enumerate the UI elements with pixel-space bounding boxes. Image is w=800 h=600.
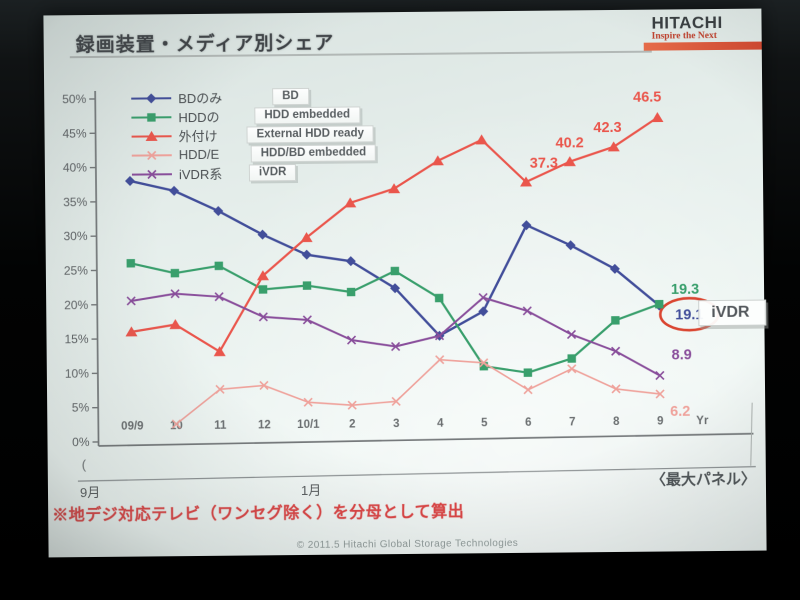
series-ivdr: 8.9 [126,289,692,381]
legend-label-jp: 外付け [178,128,218,145]
legend-marker-icon [131,92,172,103]
svg-text:42.3: 42.3 [593,120,621,136]
svg-text:15%: 15% [64,332,88,346]
legend-marker-icon [131,150,172,160]
svg-text:12: 12 [258,419,271,431]
svg-text:7: 7 [569,416,576,428]
svg-text:10: 10 [170,420,183,432]
slide-title: 録画装置・メディア別シェア [75,32,335,57]
svg-text:(: ( [82,457,87,472]
legend-marker-icon [131,130,172,141]
svg-text:46.5: 46.5 [633,90,661,106]
svg-text:25%: 25% [64,264,88,278]
hitachi-wordmark: HITACHI [651,12,723,33]
legend-item: 外付け External HDD ready [130,124,376,145]
svg-text:40%: 40% [63,161,87,175]
svg-text:0%: 0% [72,435,90,449]
legend-label-en: HDD embedded [254,106,361,125]
series-hdd-embedded: 19.3 [126,259,699,377]
svg-text:8: 8 [613,416,620,428]
svg-text:9: 9 [657,416,664,428]
svg-text:35%: 35% [63,195,87,209]
svg-text:19.1: 19.1 [675,307,703,323]
svg-text:6: 6 [525,417,532,429]
hitachi-logo: HITACHI Inspire the Next [651,12,723,42]
svg-text:5: 5 [481,417,488,429]
ivdr-callout: iVDR [698,299,767,327]
header-accent-bar [643,41,762,51]
legend-marker-icon [131,112,172,122]
hitachi-tagline: Inspire the Next [651,30,717,42]
legend-item: BDのみ BD [130,86,376,107]
legend-label-en: iVDR [248,164,297,182]
svg-text:45%: 45% [62,126,86,140]
svg-text:2: 2 [349,418,356,430]
svg-text:6.2: 6.2 [670,404,690,420]
legend-item: HDDの HDD embedded [130,105,376,126]
chart-legend: BDのみ BD HDDの HDD embedded 外付け External HDD re… [130,86,377,183]
legend-label-en: BD [272,87,309,106]
svg-text:50%: 50% [62,92,86,106]
svg-text:1月: 1月 [301,483,321,498]
series-external-hdd-ready: 37.3 40.2 42.3 46.5 [125,90,664,357]
legend-label-jp: iVDR系 [178,166,223,183]
series-hdd-bd-embedded: 6.2 [171,355,690,429]
legend-item: HDD/E HDD/BD embedded [131,143,377,164]
footnote: ※地デジ対応テレビ（ワンセグ除く）を分母として算出 [52,503,465,525]
svg-text:10/1: 10/1 [297,419,320,431]
series-bd: 19.1 [125,175,720,341]
legend-label-en: External HDD ready [246,125,375,144]
svg-text:10%: 10% [65,366,89,380]
svg-text:4: 4 [437,418,444,430]
legend-marker-icon [131,169,172,179]
projected-slide: 録画装置・メディア別シェア HITACHI Inspire the Next 0… [43,8,767,558]
svg-text:Yr: Yr [696,415,709,427]
svg-text:9月: 9月 [80,485,100,500]
svg-text:8.9: 8.9 [672,347,692,363]
copyright: © 2011.5 Hitachi Global Storage Technolo… [296,537,519,552]
legend-item: iVDR系 iVDR [131,162,377,183]
svg-text:40.2: 40.2 [555,136,583,152]
legend-label-jp: HDDの [178,109,220,126]
svg-text:09/9: 09/9 [121,421,144,433]
svg-text:20%: 20% [64,298,88,312]
panel-note: 〈最大パネル〉 [650,470,756,489]
legend-label-en: HDD/BD embedded [250,144,377,163]
svg-text:37.3: 37.3 [530,156,558,172]
svg-text:5%: 5% [72,401,90,415]
svg-text:30%: 30% [63,229,87,243]
legend-label-jp: BDのみ [178,90,223,107]
svg-text:19.3: 19.3 [671,282,699,298]
legend-label-jp: HDD/E [178,146,220,163]
svg-text:3: 3 [393,418,400,430]
svg-text:11: 11 [214,420,227,432]
